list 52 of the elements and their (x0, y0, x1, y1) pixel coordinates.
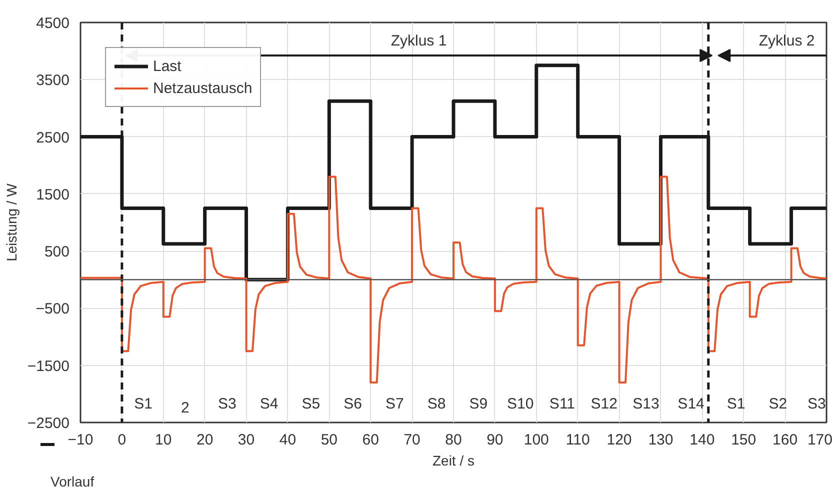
legend-label: Netzaustausch (153, 80, 252, 96)
y-tick-label: −1500 (27, 358, 70, 375)
x-tick-label: 60 (362, 432, 379, 448)
annotation: Zyklus 1 (390, 32, 447, 50)
y-tick-label: 1500 (36, 186, 70, 204)
x-tick-label: 40 (279, 432, 296, 448)
y-tick-label: 3500 (36, 72, 70, 90)
annotation: S3 (218, 396, 236, 412)
y-tick-label: 4500 (36, 15, 70, 32)
x-tick-label: 130 (648, 432, 674, 448)
annotation: S2 (768, 396, 788, 412)
x-tick-label: 90 (486, 432, 504, 448)
x-tick-label: 160 (772, 432, 798, 448)
y-tick-label: 500 (44, 244, 70, 261)
annotation: S4 (260, 396, 278, 412)
x-tick-label: 170 (807, 432, 832, 448)
annotation: S1 (134, 396, 153, 412)
x-tick-label: 80 (445, 432, 462, 448)
annotation: S13 (632, 396, 660, 412)
x-tick-label: 110 (566, 432, 590, 448)
x-axis-title: Zeit / s (432, 452, 475, 468)
annotation: S6 (344, 396, 362, 412)
annotation: Zyklus 2 (758, 32, 815, 50)
annotation: S3 (808, 396, 826, 412)
annotation: S5 (302, 396, 320, 412)
x-tick-label: 70 (404, 432, 420, 448)
annotation: S9 (469, 396, 488, 412)
annotation: S7 (385, 396, 404, 412)
x-tick-label: 50 (320, 432, 338, 448)
y-axis-title: Leistung / W (3, 182, 20, 262)
annotation: S12 (590, 396, 618, 412)
annotation: S1 (726, 396, 746, 412)
text: Vorlauf (50, 474, 94, 489)
y-tick-label: −500 (36, 300, 70, 318)
y-tick-label: −2500 (27, 415, 70, 432)
x-tick-label: 120 (606, 432, 632, 448)
x-tick-label: 100 (524, 432, 549, 448)
x-tick-label: 30 (238, 432, 255, 448)
x-tick-label: 140 (690, 432, 715, 448)
legend-label: Last (153, 58, 182, 74)
annotation: 2 (181, 400, 190, 416)
x-tick-label: 10 (155, 432, 172, 448)
annotation: S14 (678, 396, 704, 412)
x-tick-label: −10 (68, 432, 94, 448)
x-tick-label: 0 (118, 432, 126, 448)
y-tick-label: 2500 (36, 129, 70, 146)
line-series (80, 176, 826, 384)
annotation: S11 (549, 396, 576, 412)
x-tick-label: 20 (196, 432, 214, 448)
x-tick-label: 150 (731, 432, 756, 448)
annotation: S8 (427, 396, 446, 412)
annotation: S10 (506, 396, 534, 412)
